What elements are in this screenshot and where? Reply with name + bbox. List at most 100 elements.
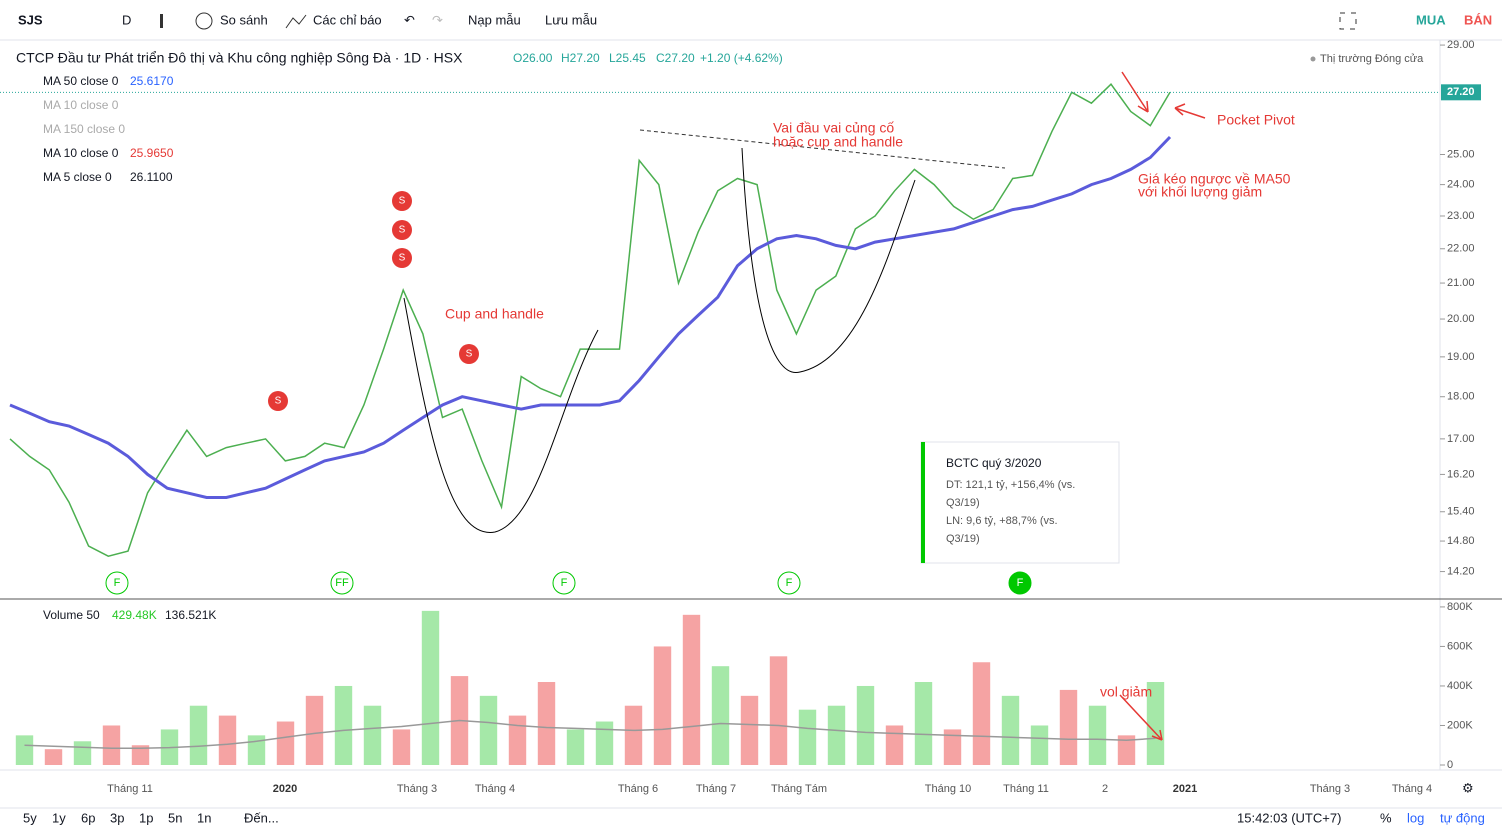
volume-bar [537,682,556,765]
earnings-marker[interactable] [777,571,801,595]
footer: 5y 1y 6p 3p 1p 5n 1n Đến... [23,810,279,825]
volume-bar [798,709,817,765]
close: C27.20 [656,51,695,65]
annotation: Giá kéo ngược về MA50 [1138,171,1291,187]
range-button[interactable]: 1p [139,810,153,825]
tooltip-line: DT: 121,1 tỷ, +156,4% (vs. [946,479,1075,491]
redo[interactable]: ↷ [432,12,444,27]
compare[interactable]: So sánh [220,12,268,27]
volume-bar [769,656,788,765]
buy[interactable]: MUA [1416,12,1446,27]
volume-bar [595,721,614,765]
volume-bar [943,729,962,765]
volume-bar [1059,689,1078,765]
load[interactable]: Nạp mẫu [468,12,521,27]
range-button[interactable]: 1n [197,810,211,825]
volume-bar [1117,735,1136,765]
volume-bar [276,721,295,765]
legend-name: MA 50 close 0 [43,74,119,88]
annotation: Vai đầu vai củng cố [773,120,894,136]
earnings-label[interactable]: FF [335,577,349,589]
range-button[interactable]: 6p [81,810,95,825]
toolbar [0,0,1502,40]
arrow [1174,103,1206,119]
split-marker [392,220,412,240]
compare-icon[interactable] [195,12,213,30]
range-button[interactable]: 5y [23,810,37,825]
split-marker [268,391,288,411]
volume-bar [421,610,440,765]
cup-curve [741,147,916,373]
volume-bar [566,729,585,765]
legend-value: 25.9650 [130,146,174,160]
y-tick-label: 14.20 [1447,565,1475,577]
y-tick-label: 20.00 [1447,313,1475,325]
y-tick-label: 25.00 [1447,148,1475,160]
indicator-icon[interactable] [285,14,307,29]
range-button[interactable]: 5n [168,810,182,825]
open: O26.00 [513,51,553,65]
time-label: Tháng 4 [1392,783,1432,795]
undo[interactable]: ↶ [404,12,415,27]
time-label: Tháng 6 [618,783,658,795]
sell[interactable]: BÁN [1464,12,1492,27]
save[interactable]: Lưu mẫu [545,12,597,27]
y-tick-label: 17.00 [1447,433,1475,445]
legend-value: 26.1100 [130,170,173,184]
volume-bar [189,705,208,765]
log[interactable]: log [1407,810,1424,825]
arrow [1121,71,1149,113]
clock: 15:42:03 (UTC+7) [1237,810,1341,825]
earnings-label[interactable]: F [561,577,568,589]
annotation: vol giảm [1100,684,1152,700]
range-button[interactable]: 3p [110,810,124,825]
fullscreen[interactable] [1339,12,1357,30]
earnings-label[interactable]: F [1017,577,1024,589]
volume-value: 429.48K [112,608,157,622]
volume-bar [44,749,63,765]
earnings-marker[interactable] [552,571,576,595]
symbol[interactable]: SJS [18,12,43,27]
auto[interactable]: tự động [1440,810,1485,825]
y-tick-label: 0 [1447,759,1453,771]
interval[interactable]: D [122,12,131,27]
split-label: S [466,349,473,360]
volume-bar [15,735,34,765]
y-tick-label: 21.00 [1447,277,1475,289]
split-label: S [399,253,406,264]
range-button[interactable]: 1y [52,810,66,825]
split-label: S [399,196,406,207]
tooltip-line: LN: 9,6 tỷ, +88,7% (vs. [946,515,1058,527]
volume-bar [682,614,701,765]
price-line [9,135,1172,499]
goto-button[interactable]: Đến... [244,810,279,825]
earnings-label[interactable]: F [114,577,121,589]
earnings-marker[interactable] [105,571,129,595]
indicators[interactable]: Các chỉ báo [313,12,382,27]
earnings-marker[interactable] [330,571,354,595]
y-tick-label: 16.20 [1447,468,1475,480]
y-tick-label: 400K [1447,680,1473,692]
volume-bar [711,666,730,765]
percent[interactable]: % [1380,810,1392,825]
last-price-label: 27.20 [1447,86,1475,98]
y-tick-label: 14.80 [1447,535,1475,547]
legend-name: MA 10 close 0 [43,146,119,160]
annotation: Cup and handle [445,306,544,322]
earnings-label[interactable]: F [786,577,793,589]
candle-icon[interactable] [160,14,163,28]
split-marker [392,191,412,211]
earnings-marker[interactable] [1008,571,1032,595]
volume-bar [363,705,382,765]
settings[interactable]: ⚙ [1462,780,1474,795]
last-price-box [1441,84,1481,101]
y-tick-label: 22.00 [1447,243,1475,255]
volume-bar [392,729,411,765]
legend-name: MA 5 close 0 [43,170,112,184]
split-marker [459,344,479,364]
y-tick-label: 15.40 [1447,506,1475,518]
time-label: Tháng 11 [107,783,153,795]
annotation: Pocket Pivot [1217,112,1295,128]
